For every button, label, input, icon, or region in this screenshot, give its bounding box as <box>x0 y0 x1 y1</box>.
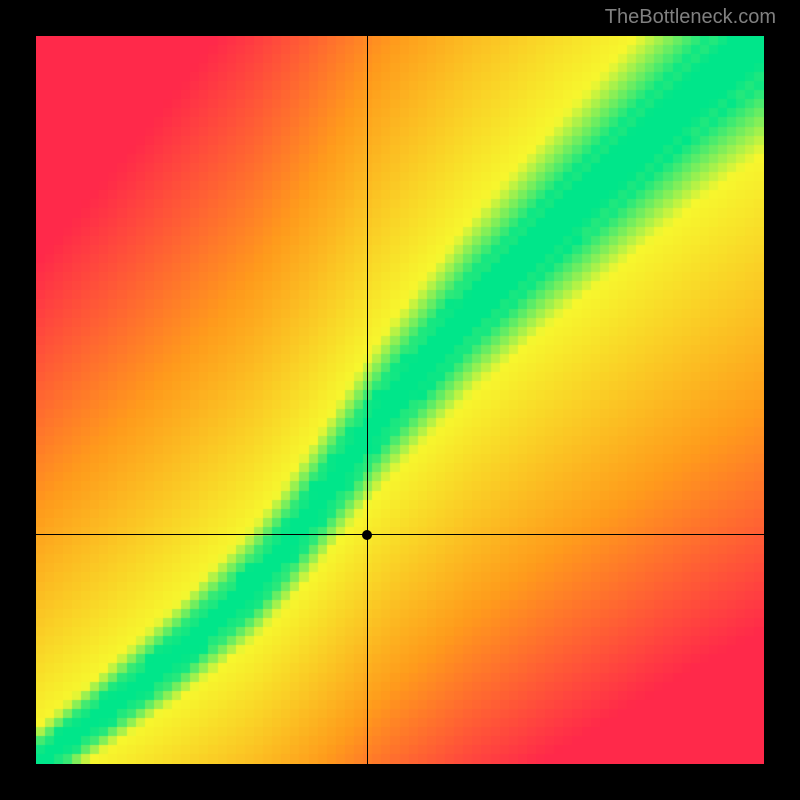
crosshair-marker <box>362 530 372 540</box>
heatmap-canvas <box>36 36 764 764</box>
crosshair-vertical <box>367 36 368 764</box>
watermark-text: TheBottleneck.com <box>605 6 776 29</box>
crosshair-horizontal <box>36 534 764 535</box>
heatmap-plot <box>36 36 764 764</box>
